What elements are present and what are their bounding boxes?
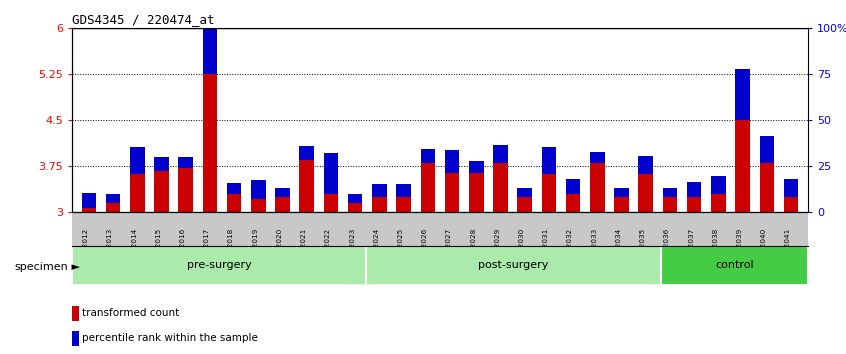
Bar [469,161,484,172]
Bar [687,197,701,212]
Bar [783,197,799,212]
Bar [590,163,605,212]
Bar [711,194,726,212]
Bar [324,194,338,212]
Bar [735,120,750,212]
Bar [299,145,314,160]
Text: ►: ► [68,262,80,272]
Bar [760,163,774,212]
Text: pre-surgery: pre-surgery [187,261,251,270]
Bar [106,203,120,212]
Bar [493,163,508,212]
Bar [783,179,799,197]
Bar [251,199,266,212]
Bar [518,188,532,197]
Bar [445,150,459,172]
Bar [130,175,145,212]
Bar [614,197,629,212]
Bar [493,145,508,163]
Bar [760,136,774,163]
Bar [81,193,96,208]
Text: GDS4345 / 220474_at: GDS4345 / 220474_at [72,13,214,26]
Bar [203,0,217,74]
Bar [396,184,411,197]
Bar [372,197,387,212]
Bar [541,147,556,175]
Bar [275,197,290,212]
Bar [72,331,79,346]
Bar [251,181,266,199]
Bar [687,182,701,197]
Bar [81,208,96,212]
Text: specimen: specimen [14,262,68,272]
Bar [396,197,411,212]
Bar [203,74,217,212]
Bar [420,163,435,212]
Bar [518,197,532,212]
Bar [324,154,338,194]
Bar [614,188,629,197]
Bar [299,160,314,212]
Text: control: control [715,261,754,270]
Bar [130,147,145,175]
Bar [348,194,362,203]
Bar [179,157,193,168]
Bar [154,171,168,212]
Bar [106,194,120,203]
Bar [541,175,556,212]
Bar [566,179,580,194]
Bar [420,149,435,163]
Bar [227,194,241,212]
Bar [639,175,653,212]
Bar [711,176,726,194]
Bar [445,172,459,212]
Bar [154,156,168,171]
Bar [72,306,79,321]
Bar [639,156,653,175]
Bar [662,197,677,212]
Bar [566,194,580,212]
Bar [661,246,808,285]
Text: post-surgery: post-surgery [478,261,549,270]
Bar [372,184,387,197]
Bar [366,246,661,285]
Bar [348,203,362,212]
Bar [469,172,484,212]
Bar [735,69,750,120]
Bar [227,183,241,194]
Bar [179,168,193,212]
Bar [275,188,290,197]
Bar [662,188,677,197]
Text: percentile rank within the sample: percentile rank within the sample [82,333,258,343]
Bar [72,246,366,285]
Text: transformed count: transformed count [82,308,179,318]
Bar [590,152,605,163]
